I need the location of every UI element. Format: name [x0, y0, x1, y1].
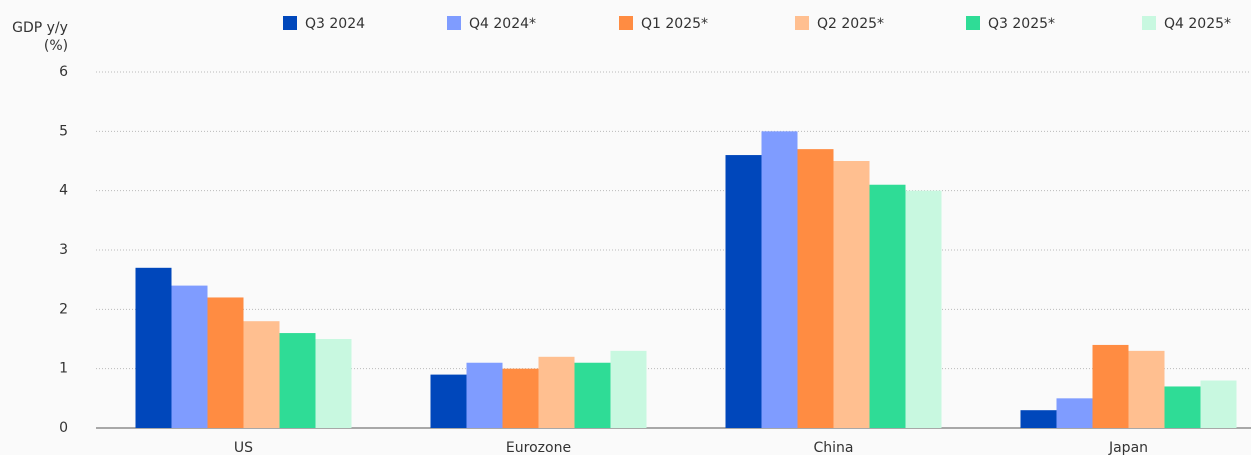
bar — [725, 155, 762, 429]
legend-swatch — [447, 16, 461, 30]
bar — [1092, 344, 1129, 428]
bar — [279, 333, 316, 428]
y-tick-label: 6 — [59, 64, 68, 80]
bar — [466, 362, 503, 428]
bar — [538, 356, 575, 428]
legend-swatch — [619, 16, 633, 30]
legend-label: Q4 2025* — [1164, 16, 1231, 32]
bar — [1200, 380, 1237, 428]
bar — [1056, 398, 1093, 428]
y-tick-label: 0 — [59, 420, 68, 436]
bar — [610, 350, 647, 428]
y-tick-label: 3 — [59, 242, 68, 258]
legend-label: Q3 2024 — [305, 16, 365, 32]
x-tick-label: Japan — [1108, 440, 1148, 455]
legend-label: Q3 2025* — [988, 16, 1055, 32]
bar — [833, 161, 870, 428]
bar — [761, 131, 798, 429]
bar — [430, 374, 467, 428]
legend-label: Q1 2025* — [641, 16, 708, 32]
bar — [135, 267, 172, 428]
bar — [574, 362, 611, 428]
bar — [797, 149, 834, 428]
y-axis-label: GDP y/y — [12, 20, 68, 36]
bar — [1164, 386, 1201, 428]
y-tick-label: 4 — [59, 183, 68, 199]
x-tick-label: US — [234, 440, 253, 455]
bar — [171, 285, 208, 428]
bar — [1128, 350, 1165, 428]
legend-label: Q4 2024* — [469, 16, 536, 32]
y-tick-label: 2 — [59, 301, 68, 317]
y-tick-label: 1 — [59, 361, 68, 377]
bar — [243, 321, 280, 428]
legend-swatch — [966, 16, 980, 30]
bar — [502, 368, 539, 428]
bar — [207, 297, 244, 428]
bar — [1020, 410, 1057, 428]
bar — [869, 184, 906, 428]
y-tick-label: 5 — [59, 123, 68, 139]
y-axis-label: (%) — [44, 38, 68, 54]
x-tick-label: China — [814, 440, 854, 455]
legend-swatch — [283, 16, 297, 30]
legend-label: Q2 2025* — [817, 16, 884, 32]
legend-swatch — [1142, 16, 1156, 30]
bar — [315, 339, 352, 428]
x-tick-label: Eurozone — [506, 440, 571, 455]
bar — [905, 190, 942, 428]
legend-swatch — [795, 16, 809, 30]
